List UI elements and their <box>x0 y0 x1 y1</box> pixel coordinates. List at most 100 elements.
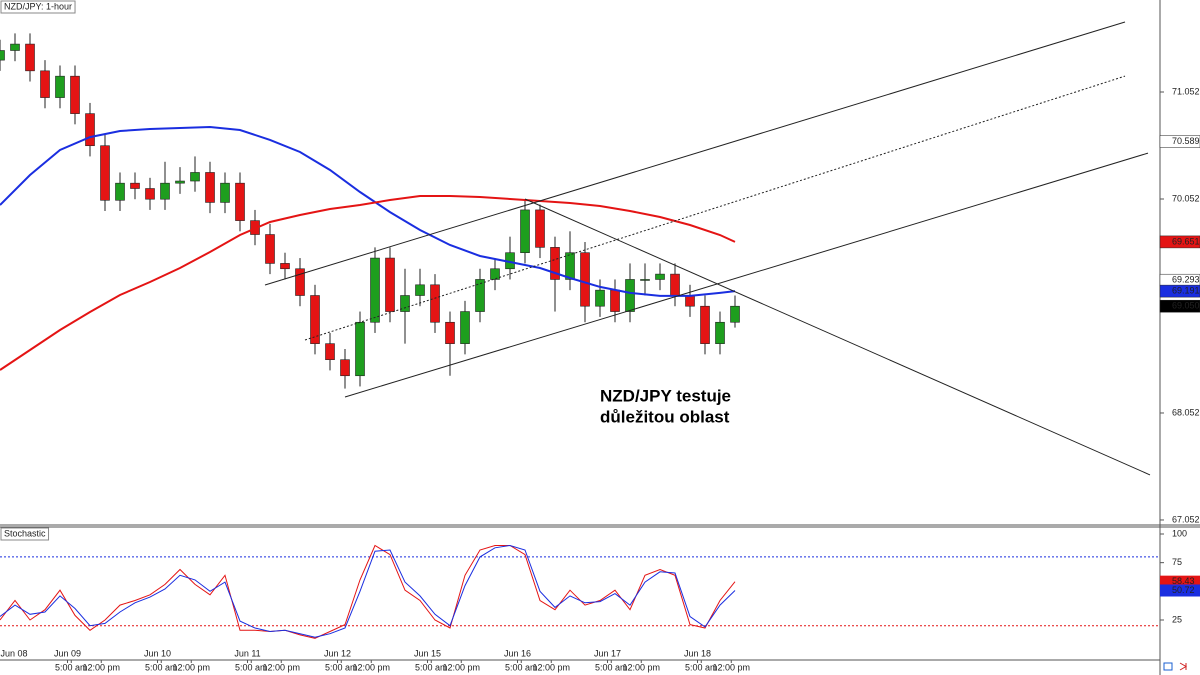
panel <box>0 21 1151 476</box>
y-tick-label: 68.052 <box>1172 407 1200 417</box>
candle-body <box>415 284 425 296</box>
x-tick-label: Jun 08 <box>0 648 27 658</box>
candle-body <box>100 145 110 201</box>
candle-body <box>520 209 530 254</box>
candle-body <box>310 295 320 344</box>
candle-body <box>490 268 500 280</box>
x-time-label: 5:00 am <box>145 662 178 672</box>
candle-body <box>625 279 635 312</box>
stochastic-line <box>0 544 736 638</box>
x-tick-label: Jun 15 <box>414 648 441 658</box>
moving-average <box>0 195 736 371</box>
candle-body <box>580 252 590 307</box>
last-value-label: 50.72 <box>1172 585 1195 595</box>
candle-body <box>535 209 545 248</box>
candle-body <box>640 279 650 281</box>
panel-title-box <box>0 0 76 14</box>
candle-body <box>730 305 740 323</box>
annotation: NZD/JPY testuje <box>600 386 731 405</box>
x-time-label: 12:00 pm <box>532 662 570 672</box>
candle-body <box>115 182 125 201</box>
candle-body <box>385 257 395 312</box>
candle-body <box>70 75 80 114</box>
x-tick-label: Jun 17 <box>594 648 621 658</box>
candle-body <box>460 311 470 344</box>
candle-body <box>550 247 560 280</box>
candle-body <box>475 279 485 312</box>
candle-body <box>0 50 5 61</box>
y-tick-label: 70.052 <box>1172 193 1200 203</box>
x-time-label: 12:00 pm <box>712 662 750 672</box>
x-tick-label: Jun 18 <box>684 648 711 658</box>
icon[interactable] <box>1179 662 1187 671</box>
x-tick-label: Jun 10 <box>144 648 171 658</box>
y-tick-label: 67.052 <box>1172 514 1200 524</box>
x-time-label: 12:00 pm <box>352 662 390 672</box>
candle-body <box>205 172 215 203</box>
price-label-box <box>1159 299 1200 313</box>
candle-body <box>715 321 725 344</box>
x-tick-label: Jun 16 <box>504 648 531 658</box>
x-time-label: 5:00 am <box>235 662 268 672</box>
candle-body <box>25 43 35 72</box>
candle-body <box>130 182 140 189</box>
icon[interactable] <box>1163 662 1173 671</box>
x-tick-label: Jun 09 <box>54 648 81 658</box>
panel-title-box <box>0 527 50 541</box>
trendline <box>304 75 1126 341</box>
candle-body <box>40 70 50 98</box>
candle-body <box>340 359 350 377</box>
price-label: 70.589 <box>1172 136 1200 146</box>
candle-body <box>55 75 65 98</box>
trendline <box>524 198 1151 476</box>
candle-body <box>145 188 155 200</box>
candle-body <box>565 252 575 280</box>
last-value-box <box>1160 584 1200 597</box>
candle-body <box>655 273 665 280</box>
y-tick-label: 75 <box>1172 557 1182 567</box>
candle-body <box>160 182 170 200</box>
panel-title: NZD/JPY: 1-hour <box>4 1 72 11</box>
y-tick-label: 71.052 <box>1172 86 1200 96</box>
x-time-label: 12:00 pm <box>172 662 210 672</box>
candle-body <box>700 305 710 344</box>
x-time-label: 12:00 pm <box>82 662 120 672</box>
candle-body <box>235 182 245 221</box>
x-tick-label: Jun 11 <box>234 648 260 658</box>
x-tick-label: Jun 12 <box>324 648 351 658</box>
x-time-label: 5:00 am <box>595 662 628 672</box>
candle-body <box>670 273 680 296</box>
x-time-label: 5:00 am <box>325 662 358 672</box>
x-time-label: 5:00 am <box>505 662 538 672</box>
candle-body <box>190 172 200 182</box>
candle-body <box>430 284 440 323</box>
x-time-label: 5:00 am <box>415 662 448 672</box>
candle-body <box>220 182 230 203</box>
x-time-label: 12:00 pm <box>442 662 480 672</box>
toolbar-icons[interactable] <box>1163 662 1187 671</box>
annotation: důležitou oblast <box>600 407 730 426</box>
candle-body <box>355 321 365 377</box>
candle-body <box>175 180 185 184</box>
candle-body <box>325 343 335 361</box>
candle-body <box>445 321 455 344</box>
candle-body <box>370 257 380 323</box>
y-tick-label: 100 <box>1172 528 1187 538</box>
stochastic-line <box>0 544 736 639</box>
trendline <box>264 21 1126 286</box>
y-tick-label: 25 <box>1172 614 1182 624</box>
price-label: 69.651 <box>1172 236 1200 246</box>
candle-body <box>685 295 695 307</box>
price-label: 69.191 <box>1172 285 1200 295</box>
x-time-label: 12:00 pm <box>622 662 660 672</box>
panel <box>0 544 1160 639</box>
x-time-label: 5:00 am <box>55 662 88 672</box>
last-value-label: 58.43 <box>1172 576 1195 586</box>
candle-body <box>280 263 290 270</box>
panel-title: Stochastic <box>4 528 46 538</box>
x-time-label: 5:00 am <box>685 662 718 672</box>
price-label: 69.050 <box>1172 301 1200 311</box>
price-label: 69.293 <box>1172 275 1200 285</box>
